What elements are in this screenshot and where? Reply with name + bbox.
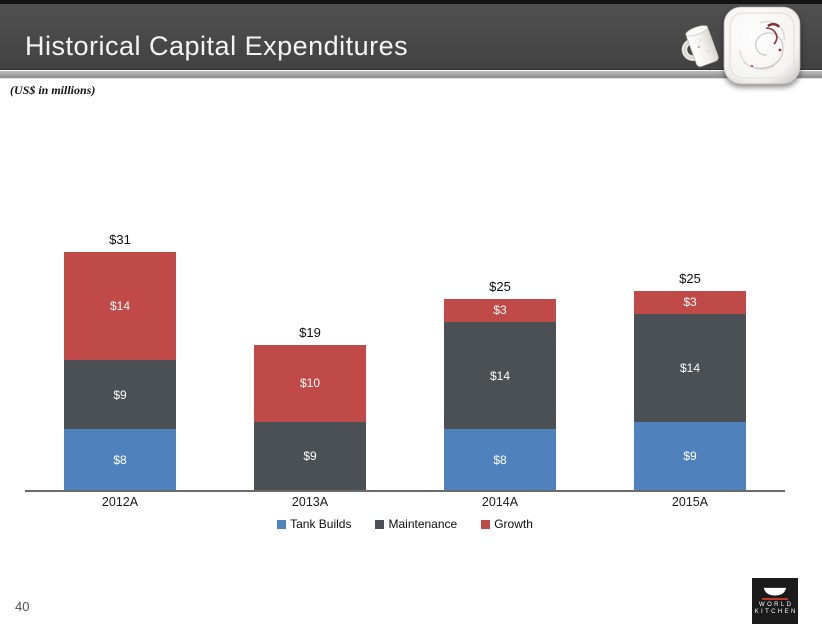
stacked-bar-2015A: $25 $3 $14 $9 xyxy=(634,271,746,491)
legend-swatch-growth xyxy=(481,519,491,529)
bar-segment-growth: $14 xyxy=(64,252,176,361)
plate-icon xyxy=(722,6,802,86)
capex-chart: $31 $14 $9 $8 $19 $10 $9 $25 $3 $14 $8 $25 $3 $14 $9 xyxy=(25,227,785,492)
logo-text-line2: KITCHEN xyxy=(754,608,798,615)
x-axis-labels: 2012A 2013A 2014A 2015A xyxy=(25,495,785,509)
header-top-strip xyxy=(0,0,822,4)
legend-item-growth: Growth xyxy=(481,517,533,531)
bar-slot-2014A: $25 $3 $14 $8 xyxy=(405,227,595,491)
logo-text-line1: WORLD xyxy=(759,601,794,608)
legend-item-tank-builds: Tank Builds xyxy=(277,517,351,531)
page-number: 40 xyxy=(15,599,30,614)
mug-icon xyxy=(679,20,725,74)
slide-header xyxy=(0,4,822,70)
total-label-2012A: $31 xyxy=(109,232,131,248)
bar-segment-tank-builds: $8 xyxy=(444,429,556,491)
legend-swatch-tank-builds xyxy=(277,519,287,529)
bar-segment-growth: $3 xyxy=(444,298,556,322)
legend-label-tank-builds: Tank Builds xyxy=(290,517,352,531)
header-accent-stripe xyxy=(0,71,822,79)
x-axis-label-2014A: 2014A xyxy=(481,495,519,509)
units-note: (US$ in millions) xyxy=(10,83,96,97)
x-axis-label-2012A: 2012A xyxy=(101,495,139,509)
bar-segment-maintenance: $14 xyxy=(634,313,746,422)
logo-red-line xyxy=(762,597,788,600)
bar-segment-tank-builds: $9 xyxy=(634,421,746,491)
legend-label-growth: Growth xyxy=(494,517,533,531)
legend-item-maintenance: Maintenance xyxy=(375,517,457,531)
world-kitchen-logo: WORLD KITCHEN xyxy=(752,578,798,624)
total-label-2014A: $25 xyxy=(489,278,511,294)
bar-slot-2015A: $25 $3 $14 $9 xyxy=(595,227,785,491)
x-axis-label-2015A: 2015A xyxy=(671,495,709,509)
legend-label-maintenance: Maintenance xyxy=(388,517,458,531)
bowl-icon xyxy=(763,587,787,595)
bar-segment-tank-builds: $8 xyxy=(64,429,176,491)
bar-slot-2013A: $19 $10 $9 xyxy=(215,227,405,491)
stacked-bar-2014A: $25 $3 $14 $8 xyxy=(444,279,556,491)
chart-legend: Tank Builds Maintenance Growth xyxy=(25,517,785,531)
chart-plot: $31 $14 $9 $8 $19 $10 $9 $25 $3 $14 $8 $25 $3 $14 $9 xyxy=(25,227,785,491)
stacked-bar-2012A: $31 $14 $9 $8 xyxy=(64,232,176,491)
bar-segment-growth: $10 xyxy=(254,344,366,422)
page-title: Historical Capital Expenditures xyxy=(25,31,409,61)
total-label-2015A: $25 xyxy=(679,270,701,286)
stacked-bar-2013A: $19 $10 $9 xyxy=(254,325,366,491)
x-axis-label-2013A: 2013A xyxy=(291,495,329,509)
bar-segment-maintenance: $9 xyxy=(64,360,176,430)
bar-segment-maintenance: $14 xyxy=(444,321,556,430)
bar-segment-growth: $3 xyxy=(634,290,746,314)
total-label-2013A: $19 xyxy=(299,324,321,340)
bar-segment-maintenance: $9 xyxy=(254,421,366,491)
x-axis-line xyxy=(25,490,785,492)
bar-slot-2012A: $31 $14 $9 $8 xyxy=(25,227,215,491)
legend-swatch-maintenance xyxy=(375,519,385,529)
